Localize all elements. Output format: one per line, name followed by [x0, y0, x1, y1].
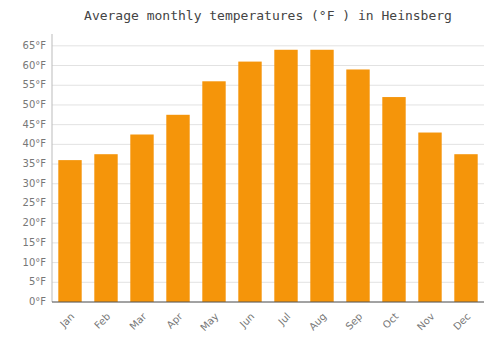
- bar: [310, 50, 333, 302]
- x-axis: Jan Feb Mar Apr May Jun Jul Aug Sep Oct Nov Dec: [52, 302, 484, 333]
- bar: [274, 50, 297, 302]
- bar: [346, 69, 369, 302]
- x-tick-label: Sep: [343, 311, 364, 332]
- chart-container: Average monthly temperatures (°F ) in He…: [0, 0, 500, 350]
- x-tick-label: Oct: [380, 311, 400, 331]
- x-axis-line: [52, 302, 484, 303]
- chart-svg: Average monthly temperatures (°F ) in He…: [0, 0, 500, 350]
- x-tick-label: Mar: [127, 310, 149, 332]
- y-tick-label: 30°F: [23, 178, 47, 189]
- bar: [418, 133, 441, 302]
- x-tick-label: Dec: [451, 311, 472, 332]
- y-tick-label: 55°F: [23, 79, 47, 90]
- y-tick-label: 35°F: [23, 158, 47, 169]
- y-tick-label: 0°F: [29, 296, 46, 307]
- x-tick-label: Jun: [237, 311, 257, 331]
- x-tick-label: Aug: [307, 311, 329, 333]
- bars: [58, 50, 477, 302]
- x-tick-label: Jul: [275, 311, 292, 328]
- bar: [382, 97, 405, 302]
- chart-title: Average monthly temperatures (°F ) in He…: [84, 8, 452, 23]
- x-tick-label: May: [198, 311, 220, 333]
- y-tick-label: 20°F: [23, 217, 47, 228]
- y-tick-label: 40°F: [23, 138, 47, 149]
- y-tick-label: 60°F: [23, 60, 47, 71]
- x-tick-label: Nov: [415, 311, 437, 333]
- y-axis-line: [52, 34, 53, 302]
- x-tick-label: Jan: [57, 311, 76, 330]
- y-axis: 0°F 5°F 10°F 15°F 20°F 25°F 30°F 35°F 40°F 45°F 50…: [23, 34, 52, 307]
- bar: [130, 135, 153, 303]
- y-tick-label: 5°F: [29, 276, 46, 287]
- y-tick-label: 10°F: [23, 257, 47, 268]
- x-tick-label: Apr: [164, 310, 185, 331]
- bar: [94, 154, 117, 302]
- bar: [58, 160, 81, 302]
- grid-line: [52, 104, 484, 105]
- y-tick-label: 65°F: [23, 40, 47, 51]
- bar: [454, 154, 477, 302]
- bar: [238, 62, 261, 302]
- y-tick-label: 45°F: [23, 119, 47, 130]
- grid-line: [52, 65, 484, 66]
- grid: [52, 46, 484, 302]
- bar: [202, 81, 225, 302]
- y-tick-label: 50°F: [23, 99, 47, 110]
- y-tick-label: 15°F: [23, 237, 47, 248]
- y-tick-label: 25°F: [23, 197, 47, 208]
- x-tick-label: Feb: [92, 311, 112, 331]
- bar: [166, 115, 189, 302]
- grid-line: [52, 85, 484, 86]
- grid-line: [52, 45, 484, 46]
- grid-line: [52, 302, 484, 303]
- grid-line: [52, 124, 484, 125]
